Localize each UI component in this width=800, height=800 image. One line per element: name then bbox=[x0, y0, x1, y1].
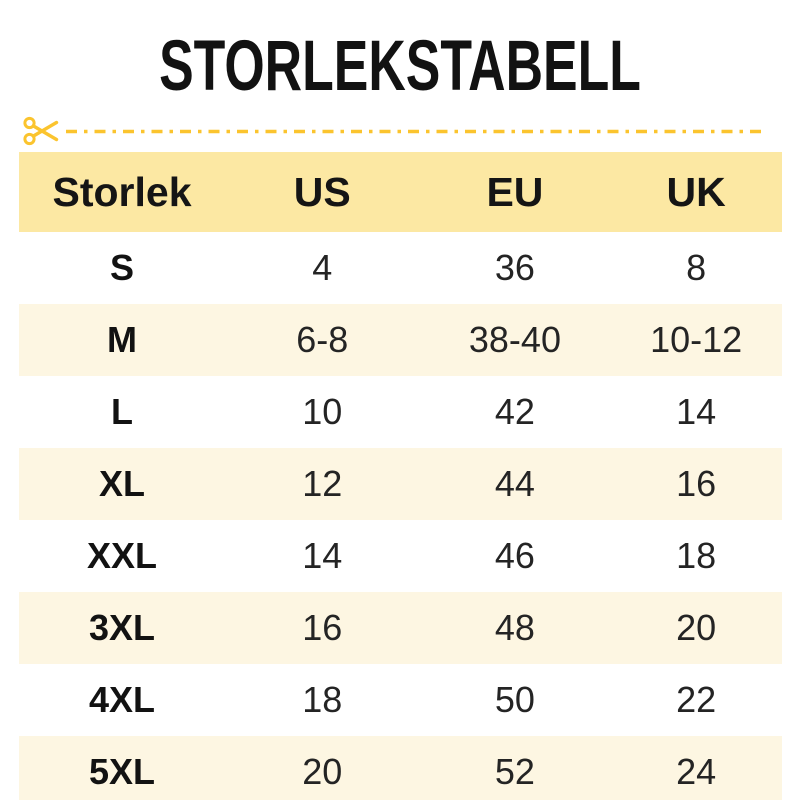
header-cell-us: US bbox=[225, 152, 420, 232]
us-cell: 10 bbox=[302, 391, 343, 432]
us-cell: 20 bbox=[225, 736, 420, 800]
uk-cell: 22 bbox=[676, 679, 717, 720]
cut-line bbox=[22, 113, 765, 149]
header-cell-storlek: Storlek bbox=[19, 152, 225, 232]
header-cell-uk: UK bbox=[610, 152, 782, 232]
eu-cell: 46 bbox=[494, 535, 535, 576]
size-cell: 3XL bbox=[19, 592, 225, 664]
size-table: Storlek US EU UK S 4 36 8 M 6-8 38-40 10… bbox=[19, 152, 782, 800]
table-row: 3XL 16 48 20 bbox=[19, 592, 782, 664]
us-cell: 14 bbox=[302, 535, 343, 576]
eu-cell: 48 bbox=[419, 592, 611, 664]
size-cell: L bbox=[111, 391, 133, 432]
dashed-line bbox=[60, 113, 765, 149]
uk-cell: 16 bbox=[610, 448, 782, 520]
size-cell: S bbox=[109, 247, 134, 288]
size-cell: XXL bbox=[86, 535, 157, 576]
us-cell: 18 bbox=[302, 679, 343, 720]
size-cell: 5XL bbox=[19, 736, 225, 800]
eu-cell: 42 bbox=[494, 391, 535, 432]
uk-cell: 14 bbox=[676, 391, 717, 432]
us-cell: 4 bbox=[312, 247, 333, 288]
uk-cell: 10-12 bbox=[610, 304, 782, 376]
us-cell: 6-8 bbox=[225, 304, 420, 376]
eu-cell: 38-40 bbox=[419, 304, 611, 376]
eu-cell: 52 bbox=[419, 736, 611, 800]
header-cell-eu: EU bbox=[419, 152, 611, 232]
table-row: 4XL 18 50 22 bbox=[19, 664, 782, 736]
eu-cell: 50 bbox=[494, 679, 535, 720]
table-row: M 6-8 38-40 10-12 bbox=[19, 304, 782, 376]
uk-cell: 24 bbox=[610, 736, 782, 800]
us-cell: 16 bbox=[225, 592, 420, 664]
size-cell: XL bbox=[19, 448, 225, 520]
eu-cell: 44 bbox=[419, 448, 611, 520]
eu-cell: 36 bbox=[494, 247, 535, 288]
uk-cell: 18 bbox=[676, 535, 717, 576]
uk-cell: 20 bbox=[610, 592, 782, 664]
scissors-icon bbox=[22, 113, 60, 149]
page-title: STORLEKSTABELL bbox=[159, 27, 641, 106]
uk-cell: 8 bbox=[686, 247, 707, 288]
table-row: S 4 36 8 bbox=[19, 232, 782, 304]
table-row: L 10 42 14 bbox=[19, 376, 782, 448]
table-row: XXL 14 46 18 bbox=[19, 520, 782, 592]
size-cell: 4XL bbox=[88, 679, 156, 720]
table-row: XL 12 44 16 bbox=[19, 448, 782, 520]
size-cell: M bbox=[19, 304, 225, 376]
us-cell: 12 bbox=[225, 448, 420, 520]
table-header-row: Storlek US EU UK bbox=[19, 152, 782, 232]
table-row: 5XL 20 52 24 bbox=[19, 736, 782, 800]
